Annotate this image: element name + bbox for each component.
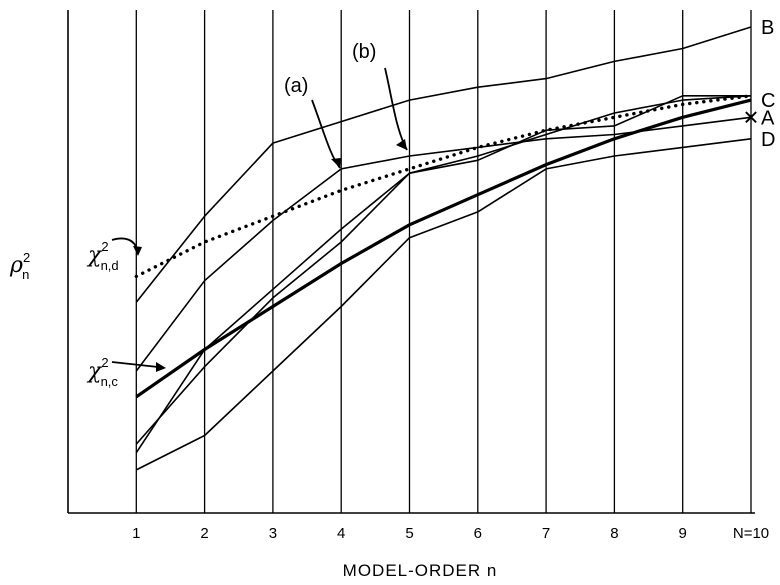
annotation-b-arrowhead bbox=[396, 139, 407, 150]
annotation-a-arrowhead bbox=[331, 158, 341, 168]
chi-n-c-arrowhead bbox=[156, 362, 166, 372]
x-axis-label: MODEL-ORDER n bbox=[343, 561, 498, 580]
axes bbox=[67, 10, 755, 514]
chi-n-d-arrowhead bbox=[133, 246, 142, 256]
annotation-a-label: (a) bbox=[284, 75, 308, 97]
series-label-a: A bbox=[761, 107, 775, 129]
annotation-a-arrow bbox=[311, 99, 341, 169]
chi-n-c-label: χ2 n,c bbox=[86, 355, 118, 389]
series-line-c bbox=[135, 98, 752, 399]
x-tick-3: 3 bbox=[269, 525, 277, 542]
series-label-c: C bbox=[761, 90, 775, 112]
series-lines bbox=[134, 26, 753, 471]
series-line-b bbox=[135, 26, 752, 303]
series-a-end-marker: ✕ bbox=[743, 107, 760, 129]
x-tick-10: N=10 bbox=[733, 525, 769, 542]
annotation-b: (b) bbox=[352, 41, 408, 151]
x-tick-1: 1 bbox=[132, 525, 140, 542]
x-tick-5: 5 bbox=[405, 525, 413, 542]
annotation-a: (a) bbox=[284, 75, 341, 169]
series-line-5 bbox=[135, 95, 751, 454]
series-label-b: B bbox=[761, 17, 774, 39]
chi-n-d-label: χ2 n,d bbox=[86, 239, 119, 273]
series-line-6 bbox=[135, 95, 752, 445]
annotation-b-arrow bbox=[384, 67, 408, 151]
x-tick-8: 8 bbox=[610, 525, 618, 542]
series-line-7 bbox=[134, 94, 753, 279]
x-tick-7: 7 bbox=[542, 525, 550, 542]
x-tick-6: 6 bbox=[474, 525, 482, 542]
y-axis-label: ρ2 n bbox=[9, 250, 30, 282]
chi-n-d-annotation: χ2 n,d bbox=[86, 237, 142, 273]
series-label-d: D bbox=[761, 129, 775, 151]
chi-n-c-annotation: χ2 n,c bbox=[86, 355, 166, 389]
series-line-a bbox=[135, 116, 752, 372]
series-end-labels: B CAD✕ bbox=[743, 17, 776, 151]
annotation-b-label: (b) bbox=[352, 41, 376, 63]
x-tick-4: 4 bbox=[337, 525, 345, 542]
grid-lines bbox=[135, 10, 752, 513]
chi-n-d-arrow bbox=[111, 237, 138, 251]
x-tick-2: 2 bbox=[200, 525, 208, 542]
chi-n-c-arrow bbox=[111, 361, 159, 368]
x-tick-9: 9 bbox=[679, 525, 687, 542]
series-line-d bbox=[135, 138, 752, 471]
x-tick-labels: 1 2 3 4 5 6 7 8 9 N=10 bbox=[132, 525, 769, 542]
